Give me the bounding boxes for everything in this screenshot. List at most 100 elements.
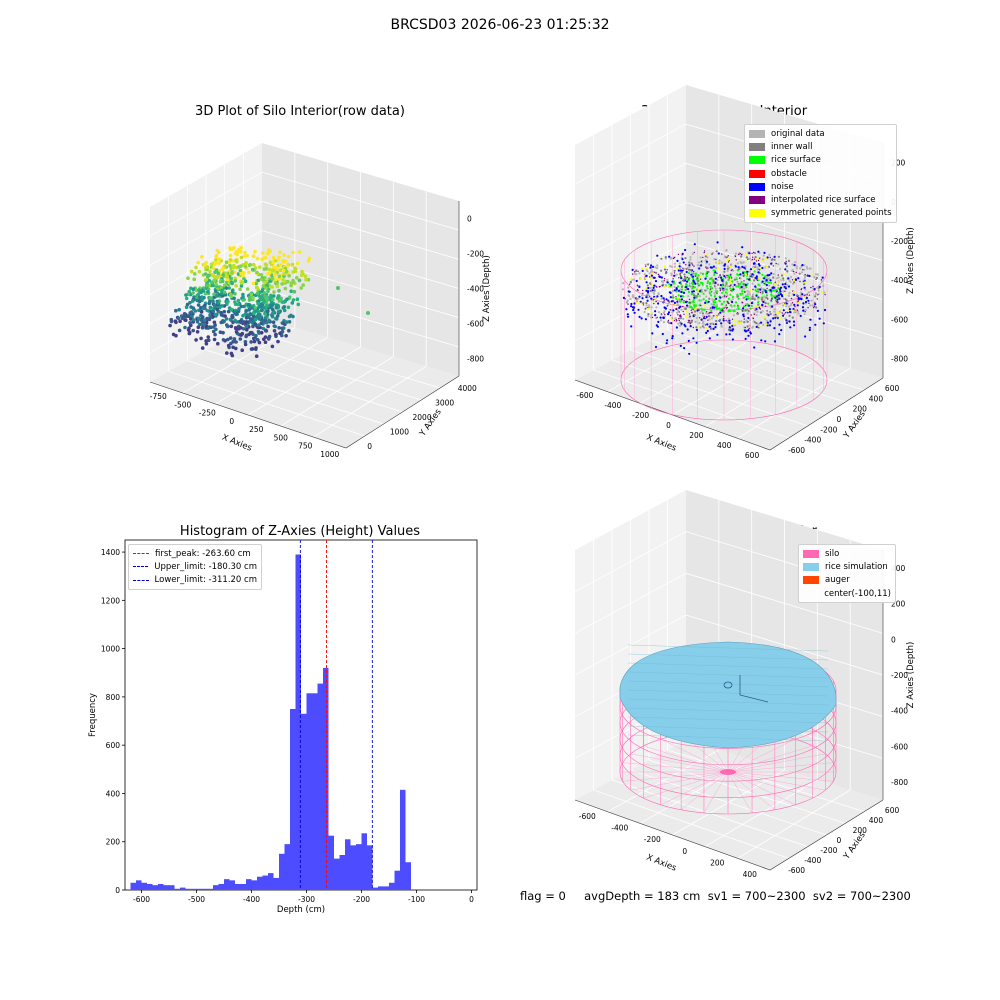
p1-point bbox=[271, 311, 275, 316]
p4-ytick: 400 bbox=[869, 816, 884, 825]
p1-point bbox=[213, 323, 217, 327]
p1-point bbox=[216, 301, 220, 305]
p1-point bbox=[217, 250, 221, 255]
p1-point bbox=[189, 269, 194, 274]
p2-point bbox=[726, 294, 729, 297]
p1-point bbox=[184, 318, 188, 323]
p1-point bbox=[297, 250, 302, 254]
p1-point bbox=[221, 279, 225, 284]
p1-point bbox=[238, 287, 242, 292]
p1-point bbox=[253, 306, 258, 310]
p1-point bbox=[190, 299, 195, 303]
p1-point bbox=[282, 279, 287, 284]
p1-point bbox=[225, 351, 229, 355]
p1-point bbox=[200, 325, 205, 330]
p2-point bbox=[790, 275, 793, 279]
p2-point bbox=[734, 252, 738, 255]
p1-point bbox=[236, 298, 241, 303]
p1-point bbox=[224, 271, 228, 276]
p2-point bbox=[773, 310, 776, 313]
p1-point bbox=[233, 311, 237, 316]
p1-point bbox=[286, 254, 291, 259]
p1-point bbox=[227, 286, 231, 290]
p1-point bbox=[306, 259, 311, 263]
p1-point bbox=[213, 312, 218, 317]
p1-point bbox=[207, 301, 212, 306]
p1-point bbox=[247, 270, 251, 275]
p1-point bbox=[224, 317, 229, 321]
p1-point bbox=[261, 251, 265, 255]
p1-point bbox=[274, 306, 279, 310]
p1-point bbox=[251, 296, 255, 301]
p1-point bbox=[199, 310, 204, 314]
p1-point bbox=[181, 315, 186, 319]
p2-point bbox=[746, 292, 750, 296]
p1-point bbox=[237, 265, 241, 269]
p4-xtick: -400 bbox=[611, 824, 628, 833]
p1-point bbox=[213, 332, 217, 337]
p1-point bbox=[301, 272, 305, 276]
p1-point bbox=[242, 271, 246, 275]
legend-swatch bbox=[803, 576, 819, 585]
p1-point bbox=[284, 320, 289, 324]
p1-point bbox=[259, 330, 264, 335]
p1-point bbox=[291, 270, 296, 274]
p4-xtick: 200 bbox=[710, 859, 725, 868]
p1-point bbox=[202, 306, 206, 311]
p1-point bbox=[222, 309, 227, 314]
p2-point bbox=[793, 311, 796, 314]
p1-point bbox=[231, 345, 235, 350]
p2-point bbox=[645, 304, 648, 307]
p1-point bbox=[178, 319, 182, 324]
p1-point bbox=[278, 268, 283, 273]
figure-suptitle: BRCSD03 2026-06-23 01:25:32 bbox=[390, 17, 610, 33]
p1-point bbox=[243, 279, 248, 284]
p2-point bbox=[725, 248, 728, 252]
p2-point bbox=[777, 276, 780, 279]
p1-point bbox=[255, 291, 260, 296]
p4-ytick: 600 bbox=[885, 806, 900, 815]
p1-point bbox=[247, 295, 252, 300]
p1-point bbox=[242, 304, 246, 309]
legend-label: rice simulation bbox=[825, 561, 888, 572]
p1-point bbox=[286, 264, 290, 268]
p2-point bbox=[785, 285, 788, 288]
p2-point bbox=[773, 314, 776, 317]
p1-point bbox=[234, 284, 238, 288]
p1-point bbox=[251, 281, 256, 286]
p1-point bbox=[211, 299, 215, 304]
p1-point bbox=[168, 323, 172, 328]
status-footer: flag = 0 avgDepth = 183 cm sv1 = 700~230… bbox=[520, 889, 911, 903]
p2-point bbox=[648, 272, 651, 275]
legend-item: auger bbox=[803, 574, 891, 587]
p2-point bbox=[638, 272, 641, 275]
p2-point bbox=[650, 313, 653, 316]
p1-point bbox=[276, 309, 281, 314]
p1-point bbox=[222, 304, 227, 308]
p1-point bbox=[250, 267, 255, 272]
p1-point bbox=[226, 309, 231, 314]
p1-point bbox=[265, 315, 269, 319]
p1-point bbox=[177, 307, 181, 312]
p1-point bbox=[228, 258, 233, 262]
p1-point bbox=[189, 305, 193, 309]
p1-point bbox=[292, 289, 297, 294]
p1-xtick: 500 bbox=[274, 433, 289, 442]
panel1-title: 3D Plot of Silo Interior(row data) bbox=[195, 104, 405, 119]
p2-point bbox=[652, 291, 655, 295]
p1-grid bbox=[313, 365, 427, 438]
p4-ztick: 0 bbox=[891, 635, 896, 644]
p2-point bbox=[670, 274, 673, 277]
p1-point bbox=[249, 292, 254, 297]
p2-point bbox=[711, 298, 714, 301]
p1-point bbox=[264, 263, 269, 268]
p1-axis-line bbox=[149, 375, 460, 449]
p1-point bbox=[225, 277, 230, 282]
p1-point bbox=[212, 320, 217, 325]
p1-point bbox=[239, 272, 243, 276]
p1-point bbox=[229, 280, 234, 285]
p2-point bbox=[748, 270, 751, 273]
p1-point bbox=[229, 324, 234, 329]
p1-point bbox=[277, 274, 282, 279]
